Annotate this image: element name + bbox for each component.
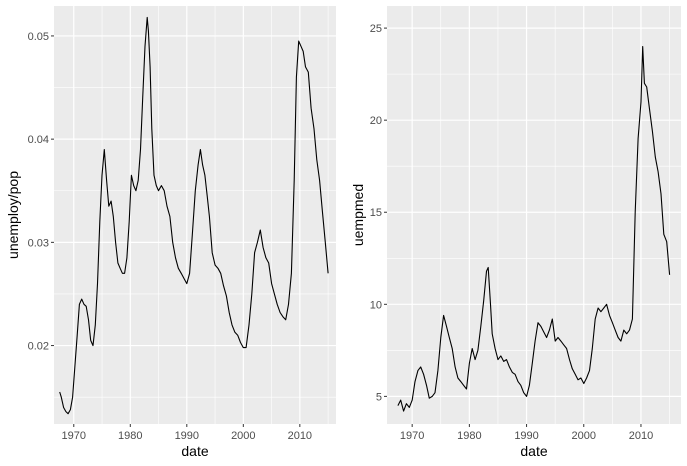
left-y-axis-title: unemploy/pop — [5, 171, 21, 259]
left-x-tick-label: 1990 — [175, 430, 199, 442]
left-y-tick-label: 0.04 — [28, 134, 49, 146]
right-y-tick-label: 15 — [370, 207, 382, 219]
right-x-tick-label: 1970 — [400, 430, 424, 442]
right-y-tick-label: 5 — [376, 391, 382, 403]
right-x-tick-label: 1980 — [457, 430, 481, 442]
left-y-tick-label: 0.03 — [28, 237, 49, 249]
left-chart-panel: 1970 1980 1990 2000 2010 0.02 0.03 0.04 0.05 date… — [5, 6, 336, 459]
right-y-tick-label: 10 — [370, 299, 382, 311]
right-x-tick-label: 1990 — [514, 430, 538, 442]
left-x-axis-title: date — [181, 443, 208, 459]
left-x-tick-label: 2000 — [231, 430, 255, 442]
left-y-tick-label: 0.02 — [28, 341, 49, 353]
right-x-tick-label: 2000 — [572, 430, 596, 442]
right-x-axis-title: date — [520, 443, 547, 459]
right-series-line — [397, 45, 671, 412]
right-panel-background — [387, 6, 681, 424]
left-panel-background — [54, 6, 336, 424]
right-x-tick-label: 2010 — [629, 430, 653, 442]
left-series-line — [59, 16, 329, 415]
right-y-axis-title: uempmed — [350, 184, 366, 246]
left-x-tick-label: 1970 — [62, 430, 86, 442]
right-y-tick-label: 25 — [370, 23, 382, 35]
right-y-tick-label: 20 — [370, 115, 382, 127]
left-y-tick-label: 0.05 — [28, 31, 49, 43]
right-chart-panel: 1970 1980 1990 2000 2010 5 10 15 20 25 date uempmed — [350, 6, 681, 459]
left-x-tick-label: 1980 — [118, 430, 142, 442]
left-x-tick-label: 2010 — [288, 430, 312, 442]
